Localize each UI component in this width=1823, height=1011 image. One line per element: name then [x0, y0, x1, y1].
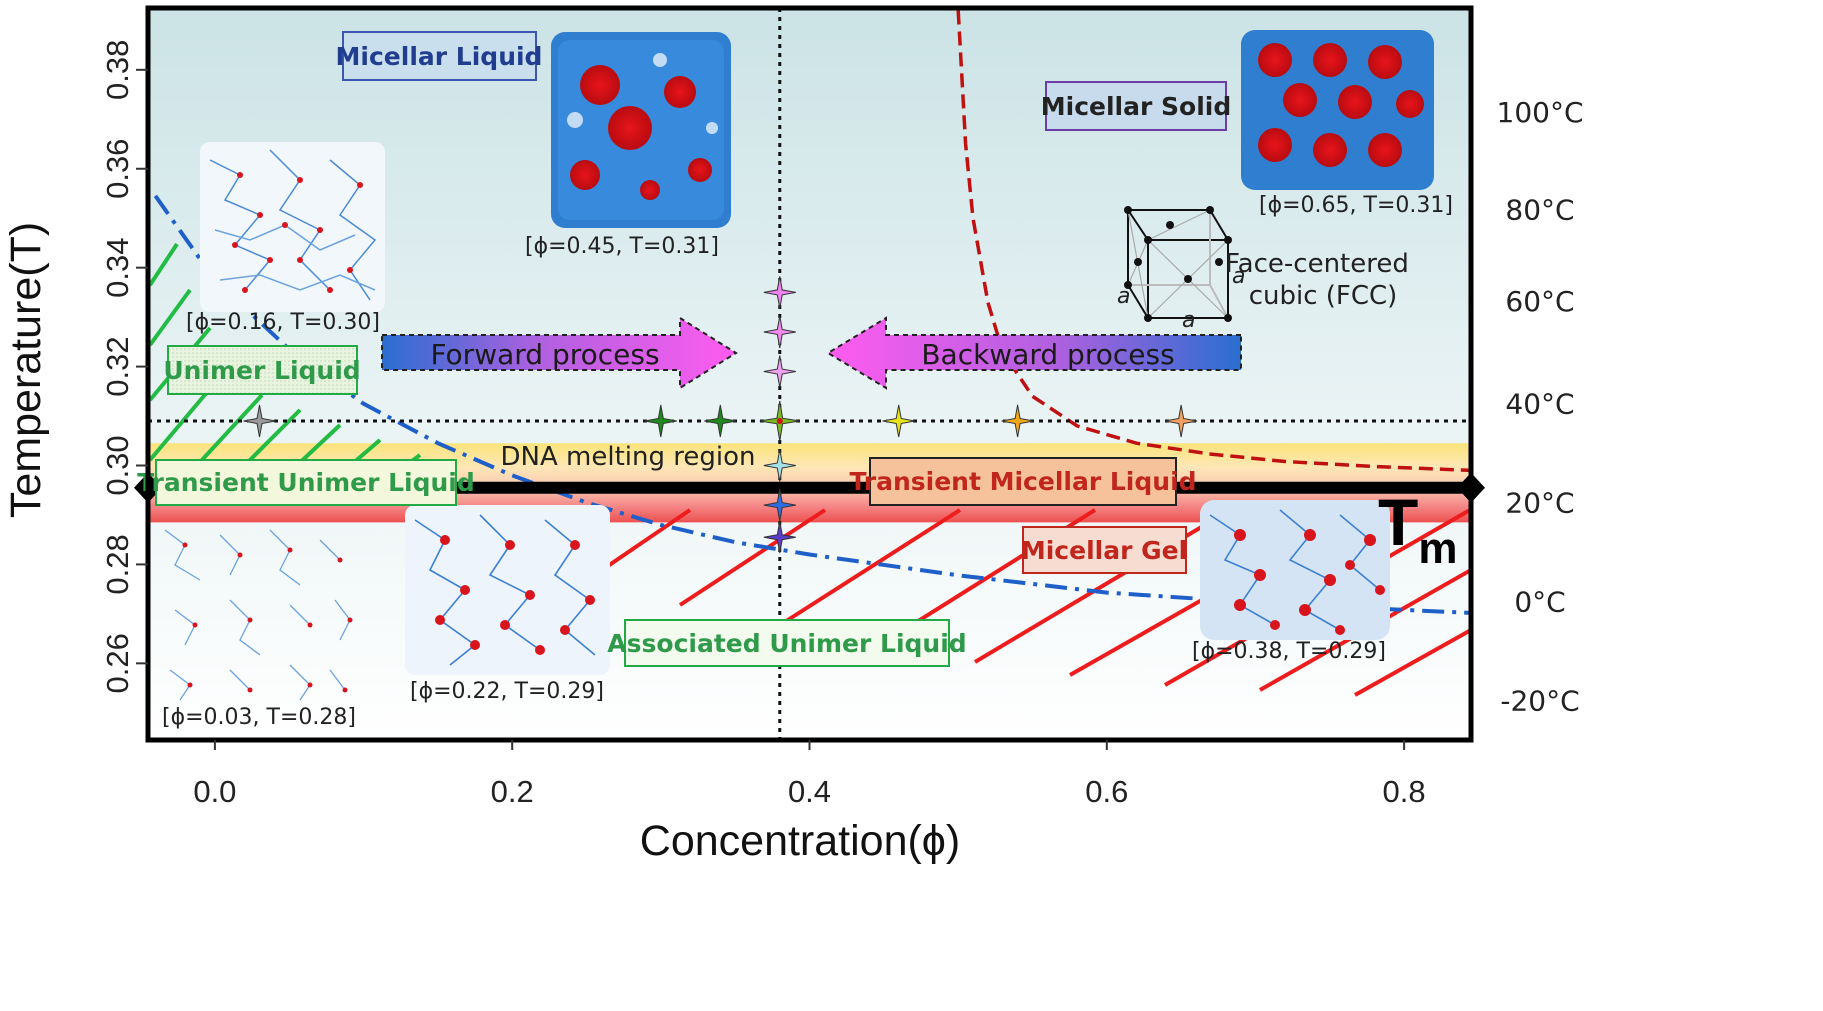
caption-micellar-gel: [ϕ=0.38, T=0.29]	[1192, 639, 1386, 664]
celsius-tick-label: -20°C	[1500, 684, 1579, 717]
label-transient-unimer-liquid: Transient Unimer Liquid	[137, 459, 475, 506]
fcc-label-line1: Face-centered	[1225, 249, 1409, 279]
x-tick-label: 0.0	[193, 774, 236, 809]
svg-text:Micellar Solid: Micellar Solid	[1041, 92, 1231, 121]
caption-micellar-liquid: [ϕ=0.45, T=0.31]	[525, 234, 719, 259]
snapshot-micellar-liquid	[551, 32, 731, 228]
forward-process-arrow: Forward process	[381, 316, 738, 390]
svg-text:Unimer Liquid: Unimer Liquid	[163, 356, 360, 385]
x-tick-label: 0.4	[788, 774, 831, 809]
x-tick-label: 0.6	[1085, 774, 1128, 809]
state-point-marker	[882, 404, 915, 438]
fcc-edge-label-left: a	[1117, 284, 1130, 309]
x-axis-label: Concentration(ϕ)	[640, 817, 960, 865]
state-point-marker	[763, 449, 796, 482]
svg-text:Associated Unimer Liquid: Associated Unimer Liquid	[607, 629, 966, 658]
caption-associated-unimer: [ϕ=0.22, T=0.29]	[410, 679, 604, 704]
label-micellar-solid: Micellar Solid	[1041, 81, 1231, 131]
unimer-boundary-curve	[153, 194, 1471, 615]
forward-process-label: Forward process	[430, 338, 659, 371]
state-point-marker	[763, 521, 796, 554]
state-point-marker	[1165, 404, 1198, 438]
fcc-edge-label-right: a	[1232, 264, 1245, 289]
svg-text:Transient Micellar Liquid: Transient Micellar Liquid	[849, 467, 1196, 496]
fcc-label-line2: cubic (FCC)	[1249, 281, 1398, 311]
label-unimer-liquid: Unimer Liquid	[163, 345, 361, 395]
y-tick-label: 0.32	[100, 336, 135, 396]
tm-label: Tm	[1378, 485, 1457, 573]
y-tick-label: 0.36	[100, 139, 135, 199]
y-tick-label: 0.30	[100, 435, 135, 495]
celsius-tick-label: 80°C	[1505, 193, 1574, 226]
label-associated-unimer-liquid: Associated Unimer Liquid	[607, 619, 967, 667]
caption-dilute-unimer: [ϕ=0.03, T=0.28]	[162, 705, 356, 730]
solid-boundary-curve	[956, 10, 1471, 473]
x-axis-ticks: 0.0 0.2 0.4 0.6 0.8	[193, 740, 1426, 809]
celsius-tick-label: 60°C	[1505, 285, 1574, 318]
state-point-marker	[763, 489, 796, 522]
state-point-markers	[243, 276, 1198, 554]
celsius-tick-label: 100°C	[1497, 96, 1584, 129]
state-point-center	[776, 417, 783, 424]
y-tick-label: 0.38	[100, 40, 135, 100]
svg-text:Micellar Gel: Micellar Gel	[1021, 536, 1187, 565]
state-point-marker	[763, 276, 796, 309]
tm-label-main: T	[1378, 485, 1418, 559]
snapshot-unimer-liquid	[200, 142, 385, 312]
state-point-marker	[1001, 404, 1034, 438]
state-point-marker	[243, 404, 276, 438]
celsius-tick-label: 40°C	[1505, 388, 1574, 421]
label-micellar-gel: Micellar Gel	[1021, 526, 1187, 574]
dna-melting-label: DNA melting region	[501, 442, 756, 472]
celsius-axis-ticks: 100°C 80°C 60°C 40°C 20°C 0°C -20°C	[1497, 96, 1584, 718]
celsius-tick-label: 20°C	[1505, 487, 1574, 520]
caption-micellar-solid: [ϕ=0.65, T=0.31]	[1259, 193, 1453, 218]
fcc-edge-label-bottom: a	[1182, 308, 1195, 333]
snapshot-micellar-solid	[1241, 30, 1434, 190]
caption-unimer-liquid: [ϕ=0.16, T=0.30]	[186, 310, 380, 335]
celsius-tick-label: 0°C	[1514, 586, 1565, 619]
y-axis-label: Temperature(T)	[2, 222, 50, 518]
x-tick-label: 0.2	[491, 774, 534, 809]
svg-text:Transient Unimer Liquid: Transient Unimer Liquid	[137, 468, 475, 497]
label-micellar-liquid: Micellar Liquid	[336, 31, 543, 81]
label-transient-micellar-liquid: Transient Micellar Liquid	[849, 457, 1197, 506]
state-point-marker	[644, 404, 677, 438]
y-tick-label: 0.34	[100, 237, 135, 297]
fcc-cube-diagram	[1124, 206, 1232, 322]
backward-process-label: Backward process	[921, 338, 1174, 371]
y-axis-ticks: 0.26 0.28 0.30 0.32 0.34 0.36 0.38	[100, 40, 148, 694]
state-point-marker	[763, 355, 796, 388]
state-point-marker	[704, 404, 737, 438]
y-tick-label: 0.28	[100, 534, 135, 594]
snapshot-associated-unimer	[405, 505, 610, 675]
snapshot-micellar-gel	[1200, 500, 1390, 640]
backward-process-arrow: Backward process	[826, 316, 1242, 390]
state-point-marker	[763, 315, 796, 349]
svg-text:Micellar Liquid: Micellar Liquid	[336, 42, 543, 71]
x-tick-label: 0.8	[1383, 774, 1426, 809]
snapshot-dilute-unimer	[164, 529, 353, 701]
y-tick-label: 0.26	[100, 633, 135, 693]
tm-label-subscript: m	[1418, 524, 1457, 573]
